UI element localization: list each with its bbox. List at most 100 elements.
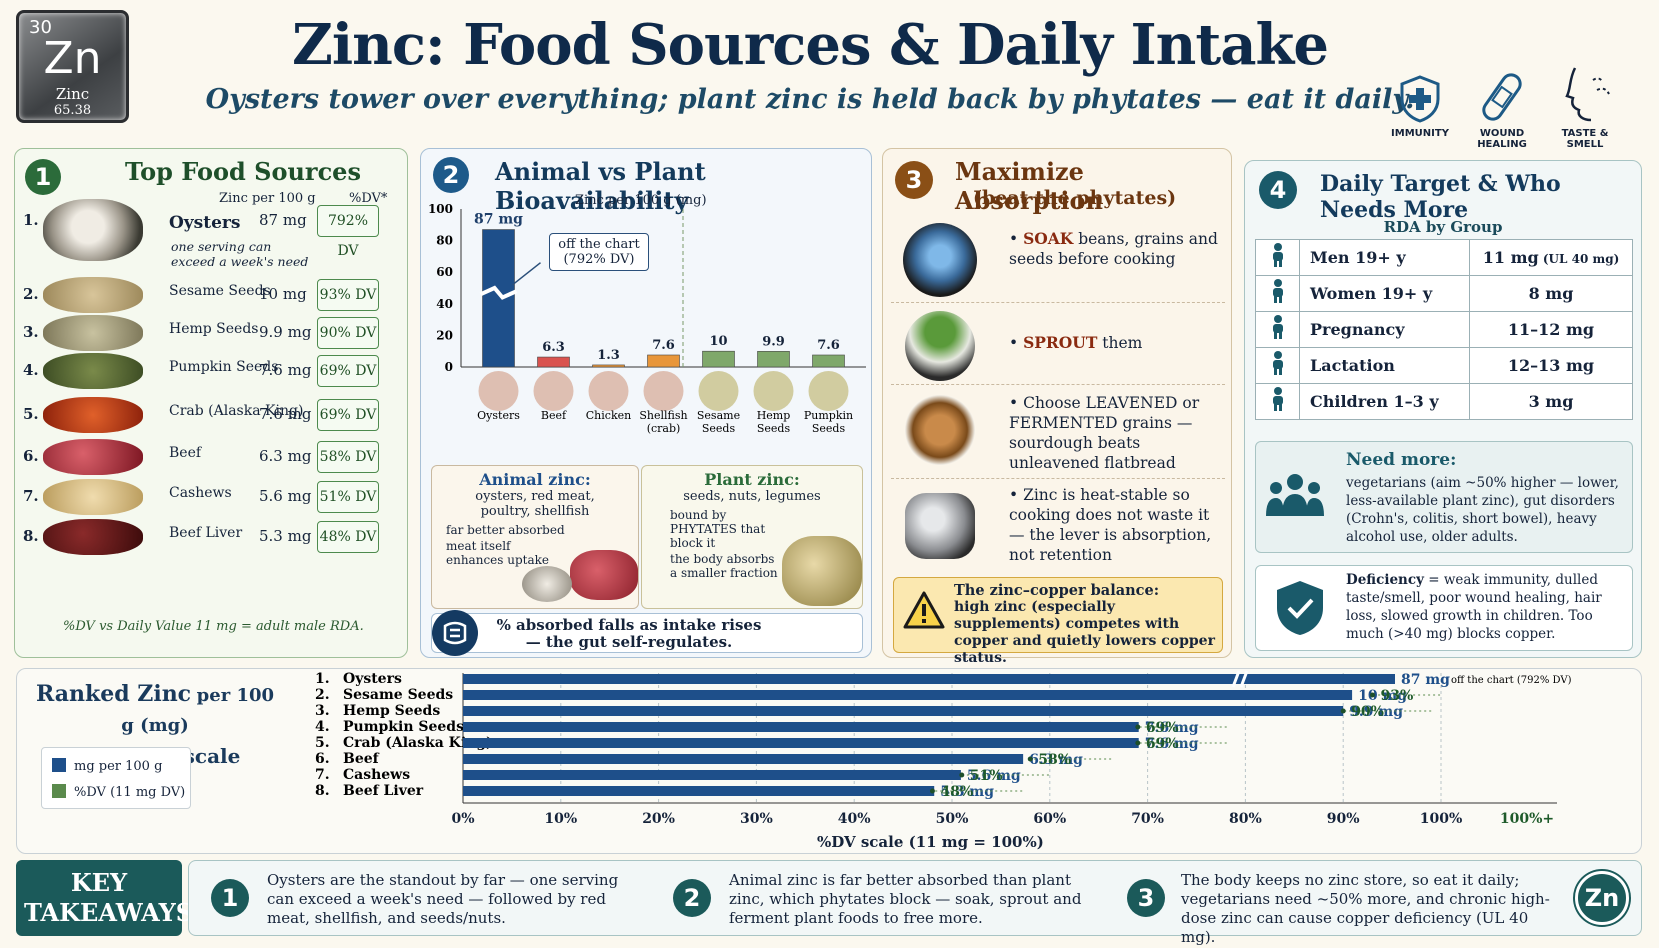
zinc-copper-warning: The zinc–copper balance: high zinc (espe…	[893, 577, 1223, 666]
badge-label: IMMUNITY	[1391, 128, 1449, 139]
mg-bar	[463, 674, 1395, 684]
intestine-icon	[432, 610, 478, 656]
y-tick-label: 80	[436, 234, 453, 248]
heat-stable-tip: • Zinc is heat-stable so cooking does no…	[891, 481, 1225, 573]
bioavailability-panel: 2 Animal vs Plant Bioavailability Zinc p…	[420, 148, 872, 658]
dv-value-label: 51%	[970, 768, 1003, 784]
dv-marker	[929, 788, 935, 794]
rda-value: 12–13 mg	[1469, 347, 1633, 384]
food-name: Beef Liver	[169, 525, 243, 541]
food-source-row: 6. Beef 6.3 mg 58% DV	[15, 439, 409, 479]
taste-smell-badge: TASTE & SMELL	[1550, 66, 1620, 150]
animal-zinc-box: Animal zinc: oysters, red meat, poultry,…	[431, 465, 639, 609]
rda-group: Women 19+ y	[1299, 275, 1470, 312]
rda-value: 3 mg	[1469, 383, 1633, 420]
food-amount: 87 mg	[259, 211, 307, 229]
person-icon	[1255, 383, 1300, 420]
dv-badge: 69% DV	[317, 355, 379, 387]
bar-value-label: 9.9	[762, 334, 785, 349]
legend-dv-label: %DV (11 mg DV)	[74, 785, 186, 800]
food-amount: 5.3 mg	[259, 527, 312, 545]
tip-text: • Zinc is heat-stable so cooking does no…	[1009, 486, 1212, 564]
sprout-tip: • SPROUT them	[891, 305, 1225, 385]
gut-note: % absorbed falls as intake rises — the g…	[431, 610, 863, 656]
category-label: Shellfish	[639, 409, 687, 422]
rda-row: Men 19+ y 11 mg (UL 40 mg)	[1255, 239, 1633, 276]
rank-food-label: Beef Liver	[343, 783, 424, 799]
maximize-absorption-panel: 3 Maximize Absorption (beat the phytates…	[882, 148, 1232, 666]
off-chart-note: off the chart (792% DV)	[1451, 675, 1572, 686]
food-image	[43, 479, 143, 515]
food-source-row: 5. Crab (Alaska King) 7.6 mg 69% DV	[15, 397, 409, 437]
y-tick-label: 60	[436, 265, 453, 279]
dv-marker	[1135, 740, 1141, 746]
x-tick-label: 10%	[544, 811, 577, 827]
person-icon	[1255, 275, 1300, 312]
food-thumb	[588, 371, 629, 411]
dv-badge: 48% DV	[317, 521, 379, 553]
panel-number: 1	[25, 159, 61, 195]
tip-rest: them	[1097, 334, 1143, 352]
rda-group: Pregnancy	[1299, 311, 1470, 348]
dv-value-label: 90%	[1351, 704, 1384, 720]
mg-value-label: 7.6 mg	[1145, 720, 1199, 736]
bar-value-label: 10	[709, 334, 727, 349]
panel-number: 2	[433, 157, 469, 193]
wound-healing-badge: WOUND HEALING	[1462, 70, 1542, 150]
food-image	[43, 353, 143, 389]
rda-value: 11–12 mg	[1469, 311, 1633, 348]
food-thumb	[808, 371, 849, 411]
bar-value-label: 87 mg	[474, 212, 523, 228]
rank-number: 5.	[315, 735, 330, 751]
bread-image	[905, 395, 975, 465]
bar-value-label: 1.3	[597, 348, 620, 363]
deficiency-lead: Deficiency	[1346, 572, 1424, 588]
rank-number: 6.	[315, 751, 330, 767]
shield-check-icon	[1277, 581, 1323, 635]
plant-bullet: the body absorbs a smaller fraction	[670, 552, 778, 580]
ranked-title-a: Ranked Zinc	[35, 681, 192, 707]
food-rank: 3.	[23, 323, 39, 341]
bar	[812, 354, 845, 368]
rank-number: 8.	[315, 783, 330, 799]
tip-rest: Choose LEAVENED or FERMENTED grains — so…	[1009, 394, 1200, 472]
takeaway-text: The body keeps no zinc store, so eat it …	[1181, 871, 1550, 946]
takeaway-text: Animal zinc is far better absorbed than …	[729, 871, 1082, 927]
face-profile-icon	[1565, 67, 1610, 122]
x-tick-label: 100%	[1420, 811, 1463, 827]
food-amount: 5.6 mg	[259, 487, 312, 505]
rank-food-label: Cashews	[343, 767, 410, 783]
panel-number: 3	[895, 161, 933, 199]
bar-value-label: 6.3	[542, 340, 565, 355]
dv-badge: 69% DV	[317, 399, 379, 431]
animal-bullet: far better absorbed	[446, 523, 565, 537]
x-tick-label: 60%	[1033, 811, 1066, 827]
category-label: Seeds	[702, 422, 736, 435]
animal-bullet: meat itself enhances uptake	[446, 539, 549, 567]
food-image	[43, 439, 143, 475]
immunity-badge: IMMUNITY	[1385, 74, 1455, 139]
mg-bar	[463, 706, 1344, 716]
bar	[592, 364, 625, 368]
mg-value-label: 10 mg	[1358, 688, 1407, 704]
plant-zinc-title: Plant zinc:	[704, 470, 800, 489]
mg-value-label: 87 mg	[1401, 672, 1450, 688]
deficiency-rest: = weak immunity, dulled taste/smell, poo…	[1346, 572, 1602, 642]
deficiency-box: Deficiency = weak immunity, dulled taste…	[1255, 565, 1633, 651]
ranked-horizontal-chart: 0% 10% 20% 30% 40% 50% 60% 70% 80% 90% 100% 100%+ 1.…	[315, 670, 1572, 827]
ranked-title-b: per 100 g (mg)	[121, 685, 275, 736]
meat-image	[570, 550, 638, 600]
legend-mg-label: mg per 100 g	[74, 759, 163, 774]
food-name: Hemp Seeds	[169, 321, 259, 337]
bar	[482, 229, 515, 368]
dv-marker	[959, 772, 965, 778]
top-food-sources-panel: 1 Top Food Sources Zinc per 100 g %DV* 1…	[14, 148, 408, 658]
plant-zinc-sub: seeds, nuts, legumes	[683, 489, 821, 504]
chart-axis-label: Zinc per 100 g (mg)	[575, 193, 707, 208]
food-name: Sesame Seeds	[169, 283, 271, 299]
rda-group: Lactation	[1299, 347, 1470, 384]
person-icon	[1255, 239, 1300, 276]
tip-lead: SOAK	[1023, 229, 1074, 248]
food-rank: 7.	[23, 487, 39, 505]
x-tick-label: 40%	[838, 811, 871, 827]
